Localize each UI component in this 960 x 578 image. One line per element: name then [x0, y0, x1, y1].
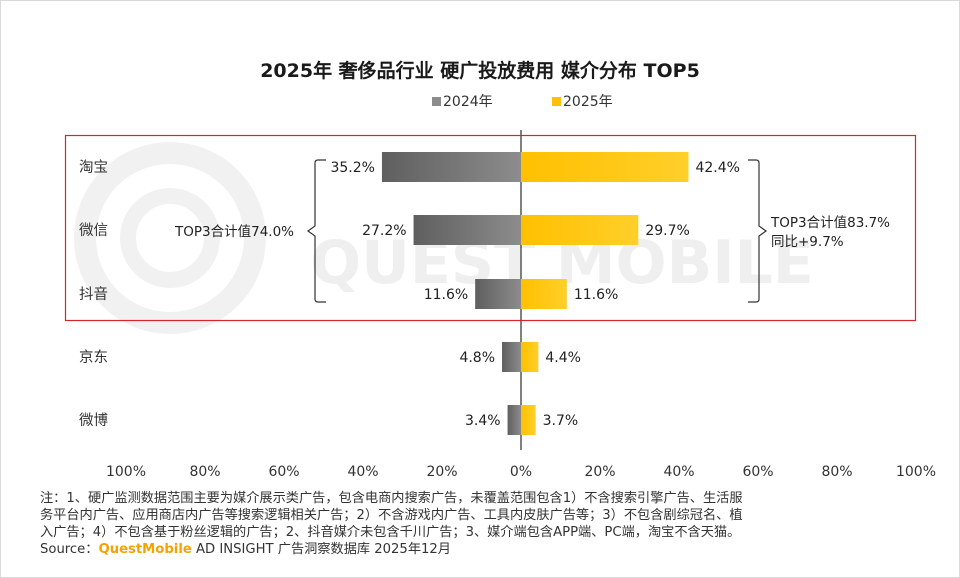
x-tick-label: 60% — [268, 464, 299, 480]
data-label-2024: 27.2% — [362, 223, 406, 239]
category-label: 淘宝 — [79, 159, 108, 176]
x-tick-label: 20% — [426, 464, 457, 480]
legend-item-2024: 2024年 — [432, 91, 493, 111]
bar-2024 — [502, 342, 521, 372]
bar-2024 — [475, 279, 521, 309]
note-line-2: 务平台内广告、应用商店内广告等搜索逻辑相关广告；2）不含游戏内广告、工具内皮肤广… — [40, 508, 743, 523]
data-label-2025: 3.7% — [543, 413, 579, 429]
source-suffix: AD INSIGHT 广告洞察数据库 2025年12月 — [191, 542, 451, 557]
left-bracket-label: TOP3合计值74.0% — [174, 224, 294, 240]
watermark-logo-ring — [74, 142, 266, 334]
top3-highlight-box — [64, 134, 917, 322]
x-tick-label: 0% — [510, 464, 532, 480]
data-label-2025: 4.4% — [545, 350, 581, 366]
data-label-2024: 11.6% — [424, 287, 468, 303]
bars-layer: 淘宝 35.2% 42.4% 微信 27.2% 29.7% 抖音 11.6% 11.6% 京东 4.… — [79, 130, 936, 480]
legend-label-2024: 2024年 — [443, 94, 493, 110]
legend-label-2025: 2025年 — [563, 94, 613, 110]
legend: 2024年 2025年 — [0, 91, 960, 111]
right-bracket-label-2: 同比+9.7% — [771, 234, 844, 250]
x-tick-label: 40% — [663, 464, 694, 480]
right-bracket — [748, 159, 768, 303]
data-label-2025: 29.7% — [645, 223, 689, 239]
butterfly-bar-chart: QUEST MOBILE 淘宝 35.2% 42.4%微信 27.2% 29.7%抖音 1… — [64, 130, 936, 480]
category-label: 抖音 — [79, 286, 108, 303]
left-bracket — [306, 159, 326, 303]
x-tick-label: 100% — [106, 464, 146, 480]
data-label-2025: 42.4% — [695, 160, 739, 176]
data-label-2024: 35.2% — [330, 160, 374, 176]
x-tick-label: 80% — [821, 464, 852, 480]
source-brand: QuestMobile — [98, 542, 192, 557]
x-tick-label: 20% — [584, 464, 615, 480]
bar-2025 — [521, 342, 539, 372]
watermark-logo-inner — [120, 188, 220, 288]
data-label-2025: 11.6% — [574, 287, 618, 303]
x-tick-label: 80% — [189, 464, 220, 480]
category-label: 微博 — [79, 412, 108, 429]
source-line: Source：QuestMobile AD INSIGHT 广告洞察数据库 20… — [40, 541, 920, 558]
data-label-2024: 3.4% — [465, 413, 501, 429]
bar-2025 — [521, 279, 567, 309]
legend-item-2025: 2025年 — [552, 91, 613, 111]
footnotes: 注：1、硬广监测数据范围主要为媒介展示类广告，包含电商内搜索广告，未覆盖范围包含… — [40, 490, 920, 558]
category-label: 微信 — [79, 222, 108, 239]
chart-title: 2025年 奢侈品行业 硬广投放费用 媒介分布 TOP5 — [260, 60, 700, 82]
x-tick-label: 60% — [742, 464, 773, 480]
x-tick-label: 100% — [896, 464, 936, 480]
right-bracket-label-1: TOP3合计值83.7% — [770, 215, 890, 231]
category-label: 京东 — [79, 349, 108, 366]
bar-2024 — [381, 152, 521, 182]
note-line-3: 入广告；4）不包含基于粉丝逻辑的广告；2、抖音媒介未包含千川广告；3、媒介端包含… — [40, 525, 741, 540]
note-line-1: 注：1、硬广监测数据范围主要为媒介展示类广告，包含电商内搜索广告，未覆盖范围包含… — [40, 491, 743, 506]
data-label-2024: 4.8% — [459, 350, 495, 366]
legend-swatch-2024 — [432, 97, 441, 106]
bar-2025 — [521, 405, 536, 435]
bar-2024 — [413, 215, 521, 245]
bar-2025 — [521, 152, 689, 182]
x-tick-label: 40% — [347, 464, 378, 480]
legend-swatch-2025 — [552, 97, 561, 106]
source-prefix: Source： — [40, 542, 99, 557]
overlay-layer: TOP3合计值74.0% TOP3合计值83.7% 同比+9.7% — [64, 134, 917, 322]
bar-2025 — [521, 215, 639, 245]
bar-2024 — [507, 405, 521, 435]
